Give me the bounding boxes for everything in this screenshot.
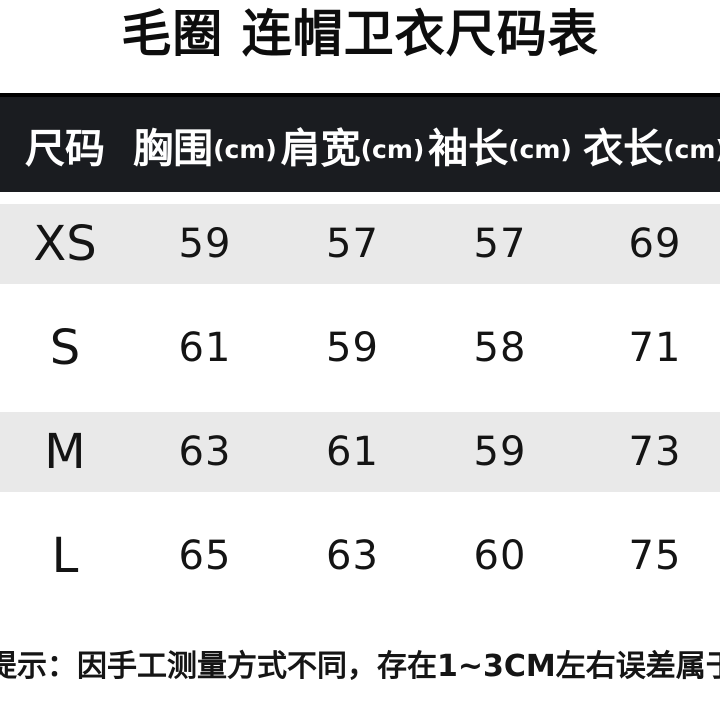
length-cell: 69 — [628, 221, 682, 267]
chest-cell: 59 — [178, 221, 232, 267]
table-row-l: L 65 63 60 75 — [0, 504, 720, 608]
table-row-xs: XS 59 57 57 69 — [0, 192, 720, 296]
size-cell: M — [44, 424, 86, 480]
shoulder-cell: 59 — [326, 325, 379, 371]
length-cell: 75 — [628, 533, 682, 579]
size-cell: S — [49, 320, 81, 376]
header-cell-size: 尺码 — [0, 116, 130, 174]
column-label: 衣长 — [583, 125, 664, 172]
column-label: 袖长 — [428, 125, 509, 172]
column-unit: (cm) — [213, 135, 277, 164]
sleeve-cell: 59 — [473, 429, 527, 475]
length-cell: 71 — [628, 325, 682, 371]
table-row-s: S 61 59 58 71 — [0, 296, 720, 400]
column-label: 尺码 — [25, 125, 105, 172]
table-row-m: M 63 61 59 73 — [0, 400, 720, 504]
sleeve-cell: 58 — [473, 325, 527, 371]
shoulder-cell: 61 — [326, 429, 379, 475]
shoulder-cell: 57 — [326, 221, 379, 267]
shoulder-cell: 63 — [326, 533, 379, 579]
header-cell-chest: 胸围 (cm) — [130, 116, 280, 174]
header-cell-shoulder: 肩宽 (cm) — [280, 116, 425, 174]
sleeve-cell: 60 — [473, 533, 527, 579]
column-unit: (cm) — [360, 135, 425, 164]
measurement-note: 提示：因手工测量方式不同，存在1~3CM左右误差属于正常 — [0, 649, 720, 684]
chest-cell: 65 — [178, 533, 232, 579]
size-cell: L — [51, 528, 79, 584]
sleeve-cell: 57 — [473, 221, 527, 267]
size-table: 尺码 胸围(cm) 肩宽(cm) 袖长(cm) 衣长(cm) XS 59 57 … — [0, 93, 720, 608]
page-title: 毛圈 连帽卫衣尺码表 — [121, 5, 599, 63]
size-cell: XS — [33, 216, 97, 272]
column-unit: (cm) — [508, 135, 572, 164]
header-cell-length: 衣长(cm) — [575, 116, 720, 174]
chest-cell: 63 — [178, 429, 232, 475]
chest-cell: 61 — [178, 325, 232, 371]
column-unit: (cm) — [663, 135, 720, 164]
header-cell-sleeve: 袖长 (cm) — [425, 116, 575, 174]
table-header-row: 尺码 胸围(cm) 肩宽(cm) 袖长(cm) 衣长(cm) — [0, 93, 720, 192]
column-label: 胸围 — [133, 125, 214, 172]
column-label: 肩宽 — [280, 125, 361, 172]
length-cell: 73 — [628, 429, 682, 475]
